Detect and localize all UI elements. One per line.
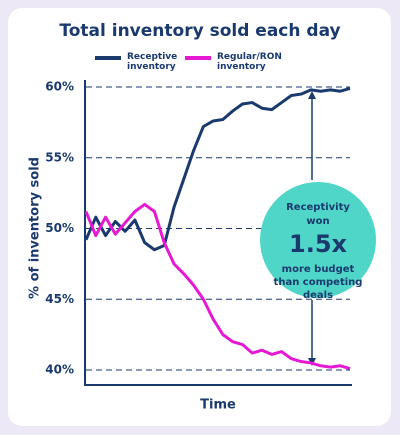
annotation-text: deals <box>303 290 333 301</box>
annotation-text: won <box>306 216 329 227</box>
y-tick-label: 40% <box>45 363 74 377</box>
y-axis-label: % of inventory sold <box>28 157 43 299</box>
x-axis-label: Time <box>200 398 236 413</box>
annotation-text: more budget <box>282 264 355 275</box>
series-line <box>84 86 351 252</box>
y-tick-label: 55% <box>45 150 74 164</box>
y-tick-label: 60% <box>45 80 74 94</box>
y-tick-label: 50% <box>45 221 74 235</box>
series-line <box>84 202 351 371</box>
legend-label: Receptive inventory <box>127 52 178 72</box>
annotation-bubble <box>260 182 376 298</box>
annotation-text: than competing <box>274 277 363 288</box>
annotation-text: Receptivity <box>286 202 350 213</box>
arrow-head <box>308 91 316 99</box>
annotation-text: 1.5x <box>289 230 348 258</box>
legend-label: Regular/RON inventory <box>217 52 282 72</box>
y-tick-label: 45% <box>45 292 74 306</box>
chart-title: Total inventory sold each day <box>59 21 340 41</box>
